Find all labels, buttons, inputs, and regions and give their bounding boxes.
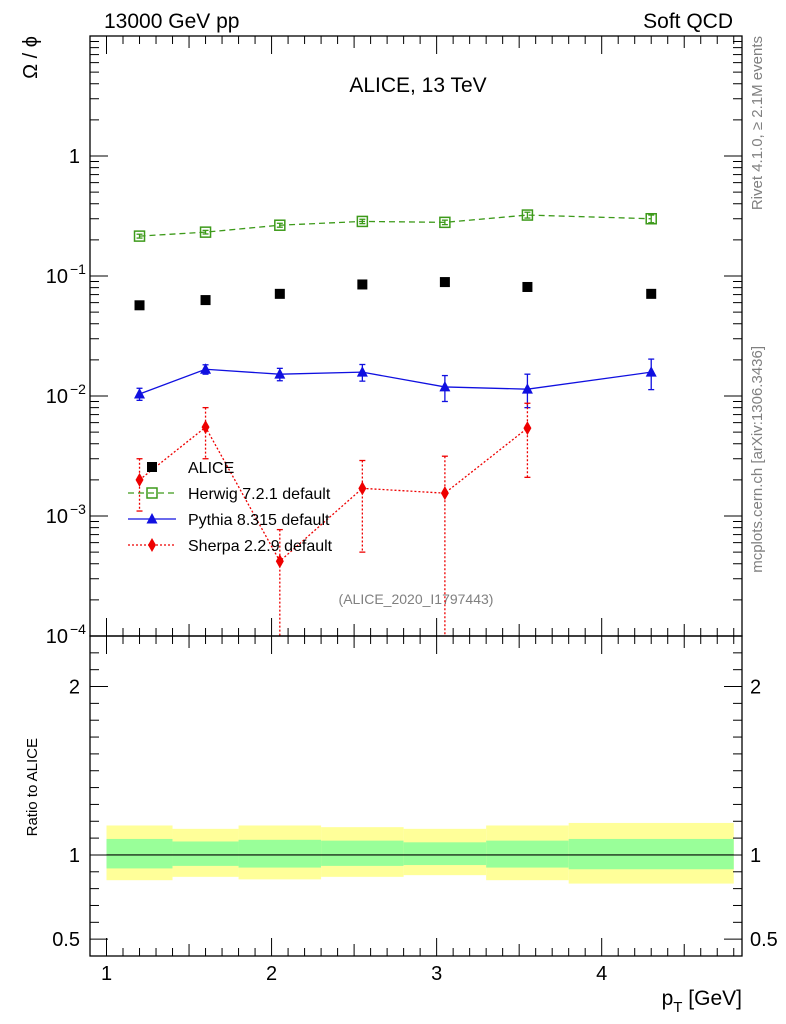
ratio-band-inner-bin — [106, 838, 173, 869]
ratio-band-inner-bin — [321, 840, 404, 866]
data-point-herwig — [199, 226, 212, 238]
data-point-data — [646, 288, 657, 299]
ratio-y-tick-label-right: 1 — [750, 845, 761, 867]
axes-group: 110 −110 −210 −310 −41 2 3 40.5 0.51 12 2 — [46, 35, 778, 985]
ratio-y-tick-label-right: 0.5 — [750, 929, 778, 951]
ratio-y-tick-label: 0.5 — [52, 929, 80, 951]
data-point-sherpa — [275, 554, 284, 569]
legend-marker-herwig — [146, 487, 158, 499]
y-tick-label: 1 — [69, 146, 80, 168]
series-line-sherpa — [139, 426, 528, 563]
data-point-pythia — [439, 380, 451, 392]
legend: ALICE Herwig 7.2.1 default Pythia 8.315 de… — [128, 460, 333, 555]
data-point-pythia — [200, 363, 212, 374]
mcplots-label: mcplots.cern.ch [arXiv:1306.3436] — [749, 346, 766, 573]
ratio-y-tick-label-right: 2 — [750, 677, 761, 699]
main-y-axis-title: Ω / ϕ — [20, 36, 42, 79]
y-tick-label: 10 — [46, 266, 68, 288]
y-tick-label-exponent: −2 — [70, 381, 86, 397]
data-point-data — [200, 295, 211, 306]
data-point-sherpa — [358, 481, 367, 496]
ratio-uncertainty-band — [106, 822, 734, 884]
legend-label-data: ALICE — [188, 460, 234, 477]
ratio-band-inner-bin — [568, 838, 734, 870]
legend-marker-data — [147, 462, 157, 472]
data-point-data — [274, 288, 285, 299]
data-point-data — [439, 277, 450, 288]
data-point-herwig — [439, 216, 451, 229]
ratio-band-inner-bin — [403, 842, 487, 866]
series-data — [134, 277, 657, 311]
data-point-pythia — [274, 368, 286, 379]
main-series-group — [133, 209, 657, 636]
x-axis-title: pT [GeV] — [662, 987, 742, 1016]
y-tick-label: 10 — [46, 626, 68, 648]
data-point-pythia — [645, 366, 657, 377]
legend-marker-sherpa — [148, 538, 156, 552]
series-pythia — [134, 358, 657, 409]
data-point-sherpa — [440, 486, 449, 501]
y-tick-label: 10 — [46, 386, 68, 408]
data-point-data — [134, 300, 145, 311]
ratio-y-axis-title: Ratio to ALICE — [24, 738, 41, 836]
legend-label-pythia: Pythia 8.315 default — [188, 512, 330, 529]
rivet-label: Rivet 4.1.0, ≥ 2.1M events — [749, 36, 766, 210]
legend-label-sherpa: Sherpa 2.2.9 default — [188, 538, 333, 555]
ratio-band-inner-bin — [486, 840, 569, 868]
x-tick-label: 4 — [596, 963, 607, 985]
series-line-pythia — [139, 368, 652, 395]
y-tick-label-exponent: −3 — [70, 501, 86, 517]
header-left: 13000 GeV pp — [104, 10, 239, 33]
data-point-herwig — [645, 212, 657, 225]
data-point-pythia — [521, 383, 533, 394]
ratio-y-tick-label: 2 — [69, 677, 80, 699]
legend-label-herwig: Herwig 7.2.1 default — [188, 486, 331, 503]
y-tick-label-exponent: −4 — [70, 621, 86, 637]
x-tick-label: 1 — [101, 963, 112, 985]
data-point-herwig — [521, 209, 534, 221]
x-tick-label: 3 — [431, 963, 442, 985]
data-point-herwig — [133, 230, 146, 242]
data-point-sherpa — [523, 421, 532, 436]
series-sherpa — [135, 402, 532, 636]
y-tick-label-exponent: −1 — [70, 261, 86, 277]
data-point-pythia — [356, 366, 368, 377]
legend-marker-pythia — [146, 513, 158, 524]
plot-title: ALICE, 13 TeV — [349, 74, 486, 97]
ratio-frame — [89, 635, 743, 957]
data-point-data — [522, 281, 533, 292]
analysis-watermark: (ALICE_2020_I1797443) — [339, 591, 494, 607]
data-point-herwig — [356, 215, 369, 228]
ratio-band-inner-bin — [172, 841, 239, 866]
data-point-sherpa — [135, 472, 144, 487]
data-point-herwig — [274, 219, 286, 231]
ratio-y-tick-label: 1 — [69, 845, 80, 867]
ratio-band-inner-bin — [238, 839, 322, 868]
data-point-pythia — [134, 387, 146, 399]
data-point-sherpa — [201, 420, 210, 435]
data-point-data — [357, 279, 368, 290]
series-line-herwig — [139, 214, 652, 237]
y-tick-label: 10 — [46, 506, 68, 528]
x-tick-label: 2 — [266, 963, 277, 985]
header-right: Soft QCD — [643, 10, 733, 33]
series-herwig — [133, 209, 657, 242]
